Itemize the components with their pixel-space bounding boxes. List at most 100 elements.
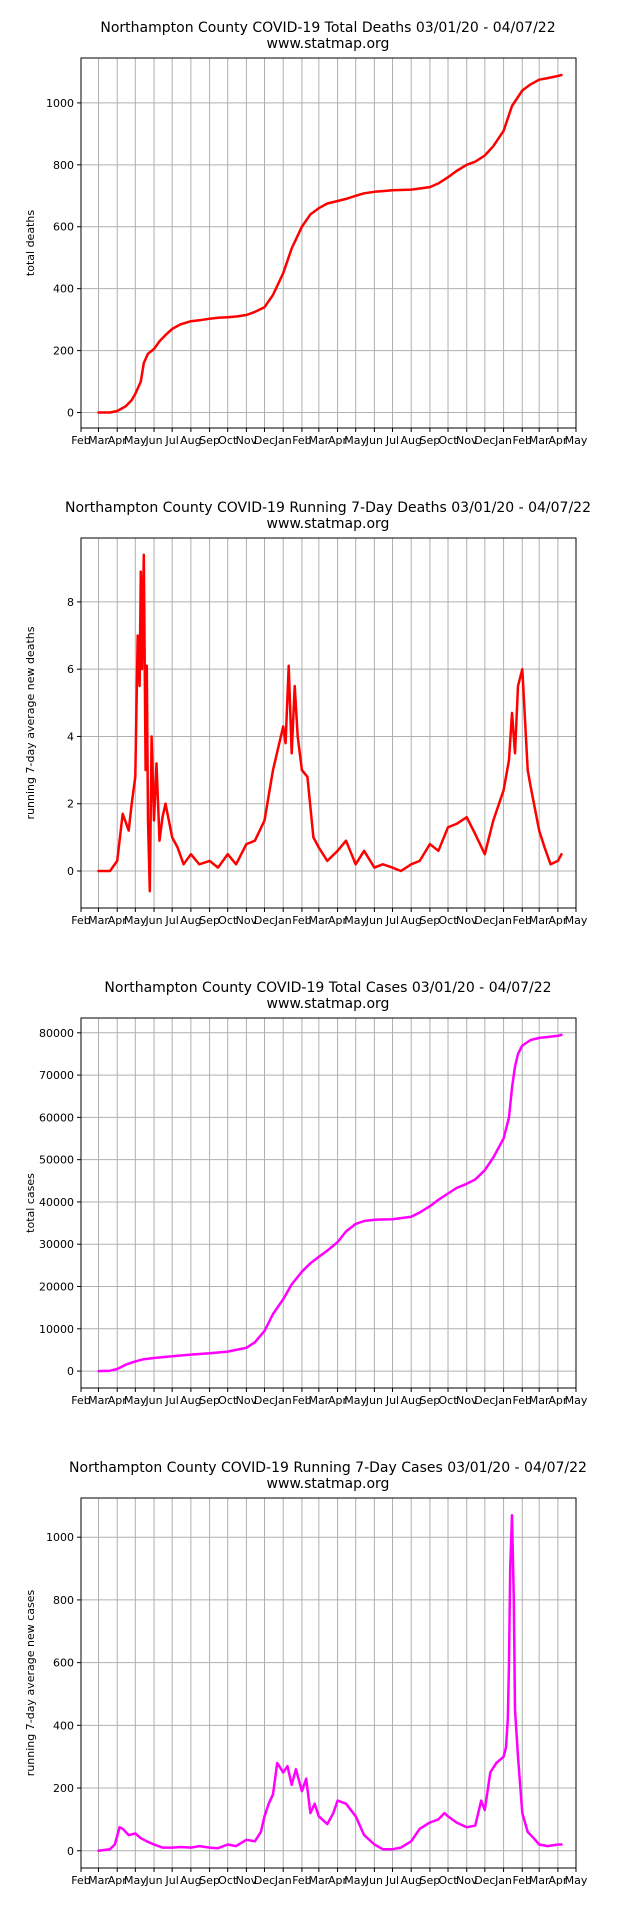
x-tick-label: Mar [308,434,329,447]
x-tick-label: Sep [199,434,220,447]
x-tick-label: Jan [494,914,512,927]
x-tick-label: Sep [420,1394,441,1407]
x-tick-label: Aug [180,1394,201,1407]
y-tick-label: 10000 [39,1323,74,1336]
x-tick-label: Feb [71,434,90,447]
y-tick-label: 600 [53,1657,74,1670]
y-tick-label: 0 [67,407,74,420]
x-tick-label: Mar [529,1874,550,1887]
x-tick-label: Nov [236,914,258,927]
y-axis-label: total deaths [24,210,37,276]
x-tick-label: Jan [494,434,512,447]
y-tick-label: 400 [53,1719,74,1732]
x-tick-label: Jun [144,1394,162,1407]
x-tick-label: Sep [199,1874,220,1887]
y-axis-label: total cases [24,1173,37,1233]
y-tick-label: 20000 [39,1281,74,1294]
series-line [97,73,563,414]
plot-frame [80,1497,577,1869]
x-tick-label: Nov [236,1394,258,1407]
x-tick-label: Jun [365,1394,383,1407]
y-tick-label: 40000 [39,1196,74,1209]
x-tick-label: Oct [218,914,238,927]
x-tick-label: Apr [108,1394,128,1407]
x-tick-label: Jan [274,1394,292,1407]
x-tick-label: Feb [292,1394,311,1407]
x-tick-label: Jan [494,1394,512,1407]
series-line [97,553,563,893]
x-tick-label: Feb [71,1874,90,1887]
x-tick-label: Jan [274,914,292,927]
y-axis-label: running 7-day average new deaths [24,626,37,819]
x-tick-label: Oct [439,914,459,927]
x-tick-label: Jul [165,914,179,927]
x-tick-label: Apr [108,434,128,447]
x-tick-label: Apr [548,1874,568,1887]
x-tick-label: Mar [529,434,550,447]
y-tick-label: 70000 [39,1069,74,1082]
y-tick-label: 800 [53,159,74,172]
x-tick-label: Mar [308,914,329,927]
x-tick-label: Mar [308,1394,329,1407]
chart-title: Northampton County COVID-19 Running 7-Da… [69,1460,587,1476]
x-tick-label: Mar [88,914,109,927]
x-tick-label: Nov [236,434,258,447]
x-tick-label: Jan [274,1874,292,1887]
x-tick-label: Aug [400,434,421,447]
x-tick-label: Apr [108,1874,128,1887]
x-tick-label: Jun [365,914,383,927]
x-tick-label: Feb [513,1874,532,1887]
x-tick-label: Jun [144,914,162,927]
x-tick-label: Jul [165,434,179,447]
x-tick-label: Mar [529,1394,550,1407]
x-tick-label: Jul [385,914,399,927]
x-tick-label: Feb [292,1874,311,1887]
x-tick-label: Oct [218,1394,238,1407]
x-tick-label: Aug [400,914,421,927]
y-tick-label: 50000 [39,1154,74,1167]
x-tick-label: Dec [474,434,495,447]
x-tick-label: Nov [456,434,478,447]
x-tick-label: Sep [420,434,441,447]
x-tick-label: Aug [400,1874,421,1887]
x-tick-label: Jan [494,1874,512,1887]
x-tick-label: Nov [236,1874,258,1887]
x-tick-label: Sep [420,914,441,927]
chart-subtitle: www.statmap.org [267,36,390,52]
x-tick-label: May [565,1394,588,1407]
x-tick-label: May [344,1394,367,1407]
x-tick-label: Feb [71,1394,90,1407]
x-tick-label: Nov [456,1394,478,1407]
x-tick-label: Feb [292,434,311,447]
y-tick-label: 4 [67,730,74,743]
chart-2: Northampton County COVID-19 Running 7-Da… [24,500,591,927]
chart-title: Northampton County COVID-19 Total Cases … [104,980,551,996]
x-tick-label: Jul [385,1394,399,1407]
x-tick-label: Feb [513,914,532,927]
x-tick-label: Jun [144,434,162,447]
x-tick-label: May [565,434,588,447]
y-tick-label: 600 [53,221,74,234]
x-tick-label: Aug [400,1394,421,1407]
x-tick-label: Nov [456,1874,478,1887]
x-tick-label: Feb [513,434,532,447]
x-tick-label: Sep [199,1394,220,1407]
plot-frame [80,1017,577,1389]
x-tick-label: Oct [439,1874,459,1887]
chart-title: Northampton County COVID-19 Total Deaths… [100,20,555,36]
plot-frame [80,57,577,429]
x-tick-label: Apr [328,434,348,447]
plot-frame [80,537,577,909]
chart-3: Northampton County COVID-19 Total Cases … [24,980,588,1407]
x-tick-label: Feb [513,1394,532,1407]
x-tick-label: Jul [165,1394,179,1407]
series-line [97,1513,563,1853]
chart-1: Northampton County COVID-19 Total Deaths… [24,20,588,447]
x-tick-label: Dec [254,914,275,927]
y-tick-label: 800 [53,1594,74,1607]
x-tick-label: Feb [71,914,90,927]
x-tick-label: May [124,434,147,447]
x-tick-label: Mar [308,1874,329,1887]
y-tick-label: 400 [53,283,74,296]
x-tick-label: Aug [180,1874,201,1887]
